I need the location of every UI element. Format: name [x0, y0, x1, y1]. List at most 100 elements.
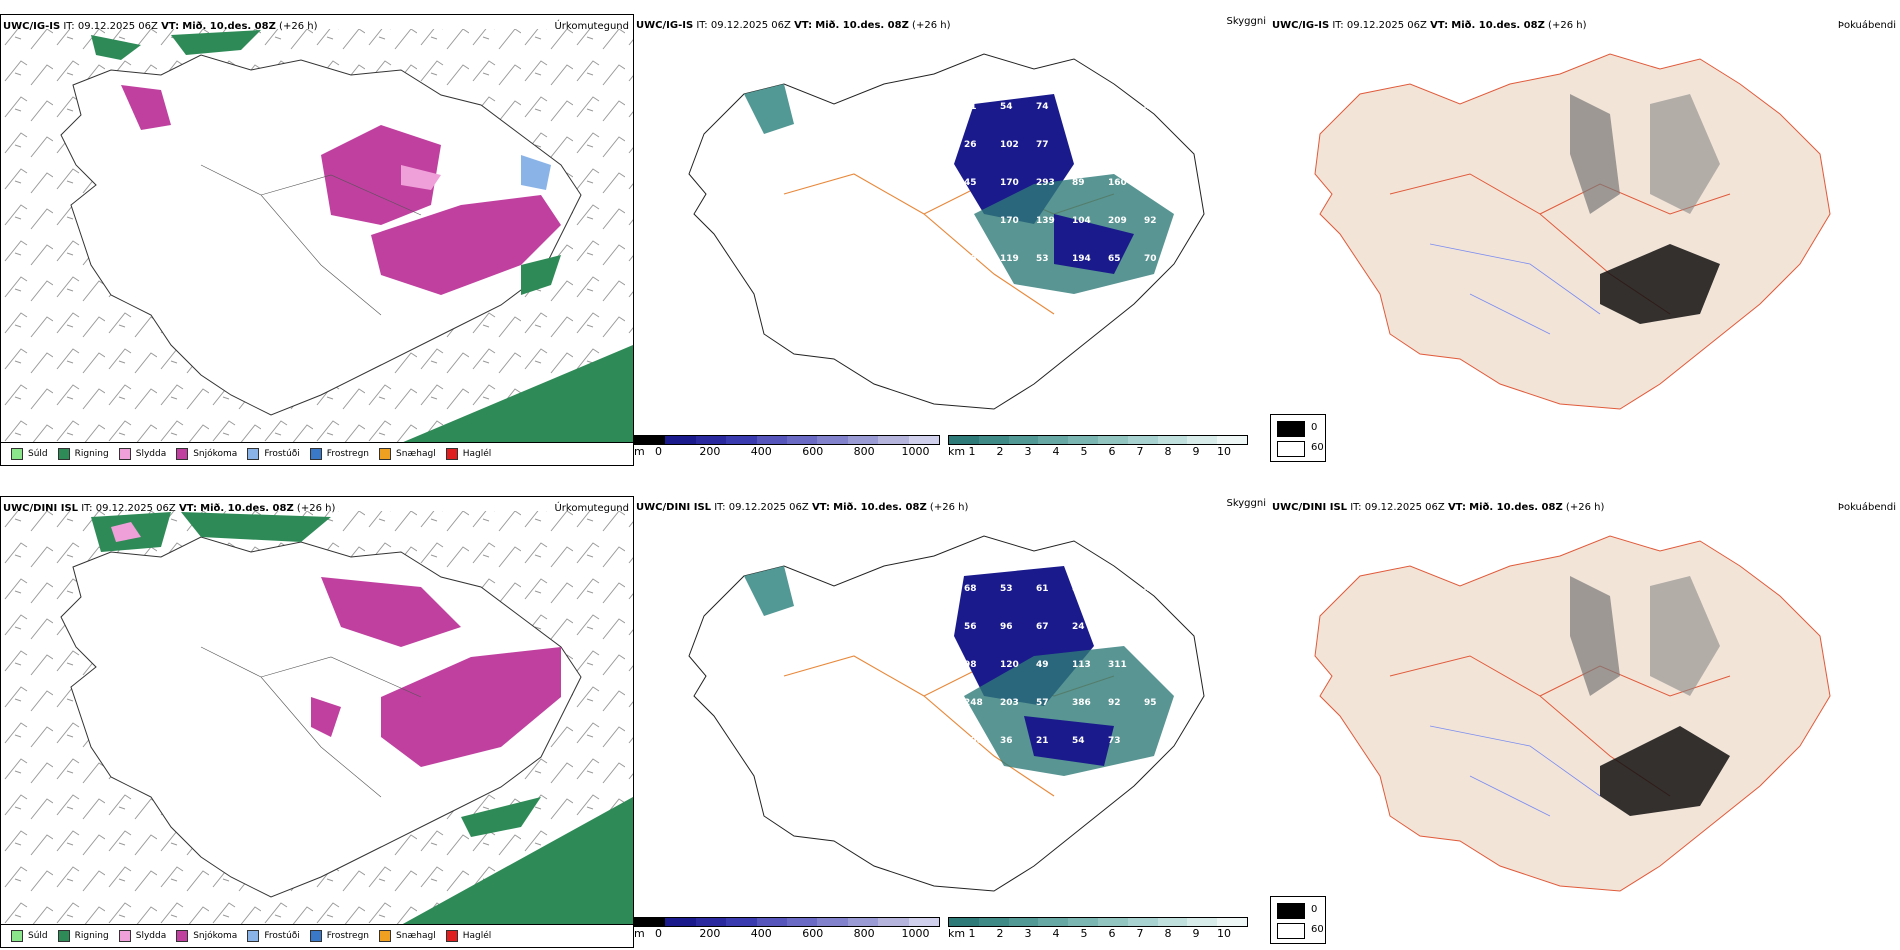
ceiling-map: 68 53 61 87 97 45 56 96 67 24 400 73 98 120 49 113 311 32… — [688, 535, 1205, 892]
colorbar-tick: 8 — [1164, 927, 1172, 940]
colorbar-tick: 1 — [968, 445, 976, 458]
ceiling-label: 87 — [1072, 584, 1085, 594]
colorbar-segment — [908, 436, 940, 444]
legend-swatch — [247, 930, 260, 942]
ceiling-label: 68 — [964, 584, 977, 594]
ceiling-label: 119 — [1000, 254, 1019, 264]
ceiling-visibility-panel-row2: UWC/DINI ISL IT: 09.12.2025 06Z VT: Mið.… — [634, 496, 1270, 948]
ceiling-label: 102 — [1000, 140, 1019, 150]
legend-swatch — [445, 448, 458, 460]
fog-swatch-low — [1277, 441, 1305, 457]
ceiling-label: 45 — [1144, 102, 1157, 112]
ceiling-label: 54 — [1000, 102, 1013, 112]
fog-swatch-low — [1277, 923, 1305, 939]
visibility-colorbar: 1 2 3 4 5 6 7 8 9 10 km — [948, 435, 1248, 458]
colorbar-segment — [817, 436, 848, 444]
ceiling-label: 73 — [1144, 622, 1157, 632]
legend-swatch — [379, 930, 392, 942]
colorbar-segment — [1038, 918, 1069, 926]
colorbar-segment — [1008, 436, 1039, 444]
ceiling-label: 45 — [964, 178, 977, 188]
colorbar-segment — [1157, 918, 1188, 926]
precip-type-panel-row1: UWC/IG-IS IT: 09.12.2025 06Z VT: Mið. 10… — [0, 14, 634, 466]
ceiling-label: 67 — [1036, 622, 1049, 632]
panel-title: UWC/DINI ISL IT: 09.12.2025 06Z VT: Mið.… — [636, 502, 969, 513]
ceiling-label: 26 — [964, 140, 977, 150]
ceiling-map: 61 54 74 20 72 45 26 102 77 82 37 25 45 170 293 89 160 11… — [688, 53, 1205, 410]
colorbar-segment — [1008, 918, 1039, 926]
ceiling-label: 70 — [1144, 254, 1157, 264]
ceiling-label: 36 — [1000, 736, 1013, 746]
colorbar-tick: 600 — [802, 445, 824, 458]
fog-map — [1314, 53, 1831, 410]
colorbar-tick: 6 — [1108, 445, 1116, 458]
colorbar-tick: 7 — [1136, 927, 1144, 940]
panel-title: UWC/IG-IS IT: 09.12.2025 06Z VT: Mið. 10… — [636, 20, 951, 31]
colorbar-segment — [949, 918, 979, 926]
fog-title: Þokuábendi — [1837, 20, 1896, 31]
colorbar-segment — [726, 918, 757, 926]
fog-title: Þokuábendi — [1837, 502, 1896, 513]
legend-swatch — [309, 448, 322, 460]
fog-panel-row1: UWC/IG-IS IT: 09.12.2025 06Z VT: Mið. 10… — [1270, 14, 1900, 466]
ceiling-colorbar: 0 200 400 600 800 1000 m — [634, 435, 940, 458]
cloud-cover-title: Skyggni — [1226, 16, 1266, 27]
ceiling-labels: 61 54 74 20 72 45 26 102 77 82 37 25 45 170 293 89 160 11… — [964, 102, 1163, 302]
ceiling-label: 92 — [1108, 698, 1121, 708]
precip-legend: Súld Rigning Slydda Snjókoma Frostúði Fr… — [1, 924, 633, 947]
colorbar-tick: 200 — [699, 927, 721, 940]
colorbar-tick: 3 — [1024, 927, 1032, 940]
ceiling-label: 400 — [1108, 622, 1127, 632]
colorbar-segment — [1217, 918, 1247, 926]
legend-item: Súld — [11, 448, 48, 460]
colorbar-tick: 9 — [1192, 445, 1200, 458]
cloud-cover-title: Skyggni — [1226, 498, 1266, 509]
colorbar-tick: 1 — [968, 927, 976, 940]
colorbar-segment — [1068, 918, 1098, 926]
colorbar-segment — [1187, 918, 1218, 926]
colorbar-segment — [978, 436, 1009, 444]
panel-title: UWC/IG-IS IT: 09.12.2025 06Z VT: Mið. 10… — [3, 21, 318, 32]
precip-legend: Súld Rigning Slydda Snjókoma Frostúði Fr… — [1, 442, 633, 465]
ceiling-label: 96 — [1000, 622, 1013, 632]
colorbar-tick: 6 — [1108, 927, 1116, 940]
colorbar-segment — [787, 436, 818, 444]
ceiling-label: 24 — [1072, 622, 1085, 632]
ceiling-colorbar: 0 200 400 600 800 1000 m — [634, 917, 940, 940]
ceiling-label: 97 — [1108, 584, 1121, 594]
fog-map — [1314, 535, 1831, 892]
ceiling-label: 170 — [1000, 216, 1019, 226]
legend-item: Slydda — [118, 930, 166, 942]
legend-swatch — [118, 448, 131, 460]
legend-swatch — [309, 930, 322, 942]
colorbar-tick: 8 — [1164, 445, 1172, 458]
ceiling-label: 88 — [1036, 292, 1049, 302]
colorbar-tick: 200 — [699, 445, 721, 458]
panel-title: UWC/DINI ISL IT: 09.12.2025 06Z VT: Mið.… — [3, 503, 336, 514]
colorbar-tick: 800 — [853, 927, 875, 940]
visibility-colorbar: 1 2 3 4 5 6 7 8 9 10 km — [948, 917, 1248, 940]
fog-legend: 0 60 — [1270, 414, 1326, 462]
fog-panel-row2: UWC/DINI ISL IT: 09.12.2025 06Z VT: Mið.… — [1270, 496, 1900, 948]
colorbar-segment — [756, 918, 788, 926]
precip-map — [1, 511, 633, 925]
ceiling-label: 82 — [1072, 140, 1085, 150]
colorbar-tick: 400 — [750, 445, 772, 458]
colorbar-tick: 4 — [1052, 927, 1060, 940]
colorbar-tick: 9 — [1192, 927, 1200, 940]
colorbar-tick: 5 — [1080, 927, 1088, 940]
colorbar-segment — [1217, 436, 1247, 444]
ceiling-label: 57 — [1036, 698, 1049, 708]
colorbar-segment — [1127, 436, 1158, 444]
ceiling-label: 194 — [1072, 254, 1091, 264]
colorbar-segment — [756, 436, 788, 444]
fog-swatch-high — [1277, 903, 1305, 919]
colorbar-segment — [635, 918, 666, 926]
precip-type-title: Úrkomutegund — [554, 21, 629, 32]
ceiling-label: 95 — [1144, 698, 1157, 708]
ceiling-label: 53 — [1000, 584, 1013, 594]
legend-swatch — [11, 930, 23, 942]
ceiling-label: 73 — [1108, 736, 1121, 746]
ceiling-label: 113 — [1072, 660, 1091, 670]
ceiling-label: 203 — [1000, 698, 1019, 708]
